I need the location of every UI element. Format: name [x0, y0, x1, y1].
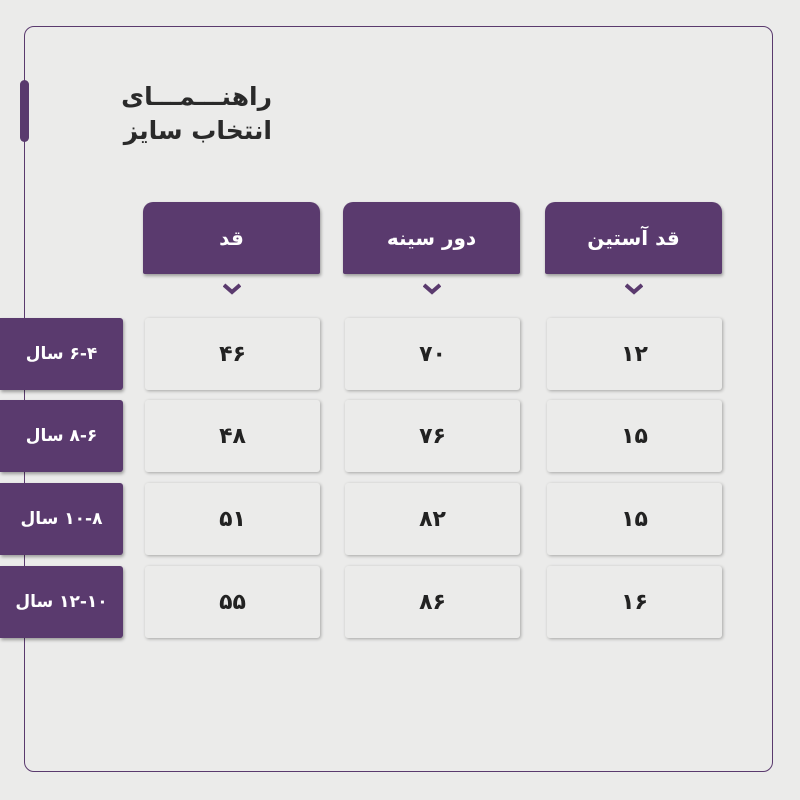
row-label: ۱۰-۸ سال [0, 483, 123, 555]
table-cell: ۵۵ [145, 566, 320, 638]
accent-bar [20, 80, 29, 142]
table-cell: ۱۲ [547, 318, 722, 390]
column-header: دور سینه [343, 202, 520, 274]
table-cell: ۷۰ [345, 318, 520, 390]
table-cell: ۵۱ [145, 483, 320, 555]
chevron-down-icon [624, 283, 643, 295]
table-cell: ۸۲ [345, 483, 520, 555]
table-cell: ۸۶ [345, 566, 520, 638]
table-cell: ۷۶ [345, 400, 520, 472]
title-line-1: راهنـــمـــای [121, 82, 272, 111]
table-cell: ۴۶ [145, 318, 320, 390]
column-header: قد [143, 202, 320, 274]
title-line-2: انتخاب سایز [123, 116, 272, 145]
table-cell: ۴۸ [145, 400, 320, 472]
table-cell: ۱۶ [547, 566, 722, 638]
page-title: راهنـــمـــای انتخاب سایز [121, 80, 272, 148]
column-header: قد آستین [545, 202, 722, 274]
row-label: ۸-۶ سال [0, 400, 123, 472]
row-label: ۱۲-۱۰ سال [0, 566, 123, 638]
chevron-down-icon [222, 283, 241, 295]
row-label: ۶-۴ سال [0, 318, 123, 390]
chevron-down-icon [422, 283, 441, 295]
frame-border [24, 26, 773, 772]
table-cell: ۱۵ [547, 400, 722, 472]
table-cell: ۱۵ [547, 483, 722, 555]
